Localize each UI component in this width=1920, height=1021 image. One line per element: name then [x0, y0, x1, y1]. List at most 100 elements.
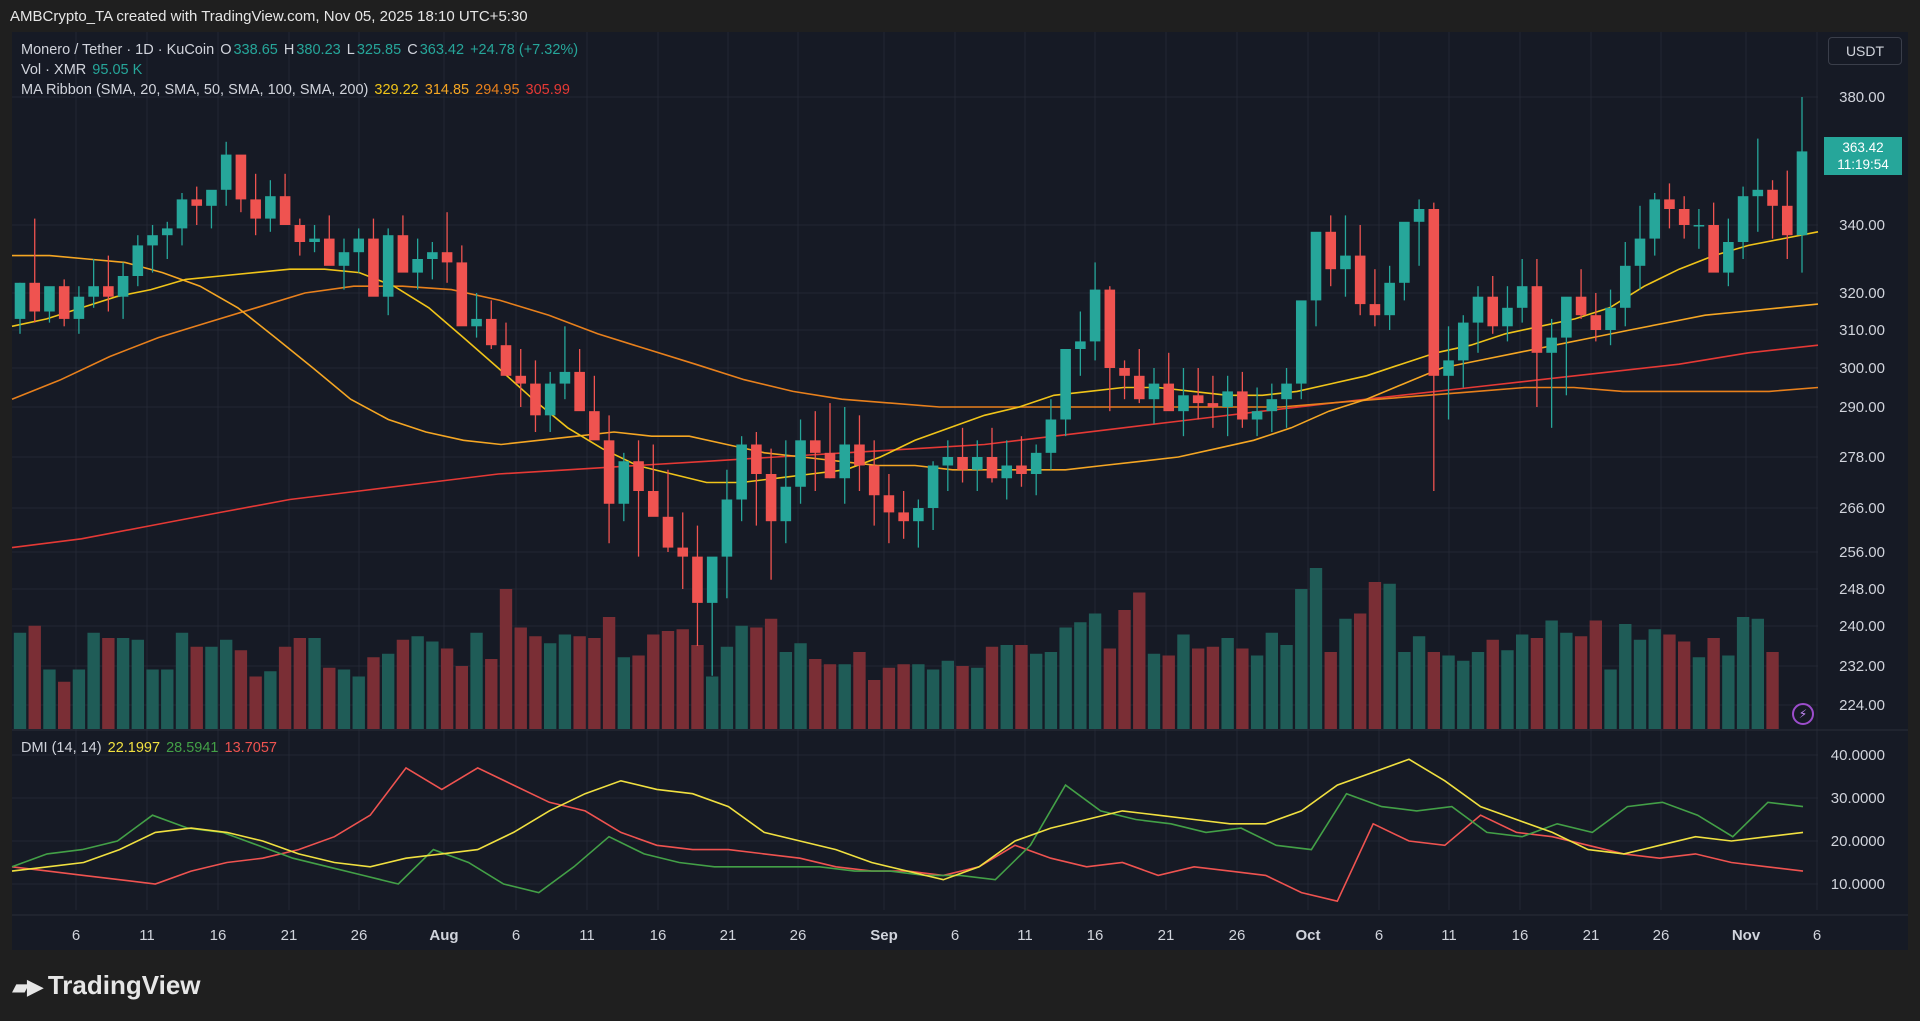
candle-body [1075, 341, 1086, 349]
time-axis-label: 21 [1583, 927, 1600, 944]
candle-body [14, 282, 26, 319]
chart-frame[interactable] [12, 32, 1908, 950]
volume-bar [1177, 634, 1190, 729]
ma-ribbon-legend[interactable]: MA Ribbon (SMA, 20, SMA, 50, SMA, 100, S… [21, 82, 572, 98]
ma200-value: 305.99 [525, 82, 570, 98]
volume-bar [352, 676, 365, 729]
candle-body [412, 259, 423, 273]
candle-body [957, 457, 968, 470]
price-axis-label: 232.00 [1839, 658, 1885, 675]
candle-body [1649, 199, 1661, 239]
volume-bar [205, 646, 218, 729]
candle-body [883, 495, 895, 513]
volume-bar [1471, 652, 1485, 729]
price-axis-label: 310.00 [1839, 322, 1885, 339]
dmi-label: DMI (14, 14) [21, 740, 102, 756]
time-axis-label: Aug [429, 927, 458, 944]
time-axis-label: Nov [1732, 927, 1761, 944]
candle-body [898, 512, 909, 522]
candle-body [161, 228, 173, 236]
candle-body [927, 465, 939, 508]
volume-bar [499, 589, 513, 729]
volume-bar [249, 676, 262, 729]
candle-body [530, 383, 541, 416]
candle-body [1222, 391, 1233, 407]
close-label: C [407, 42, 418, 58]
candle-body [647, 491, 659, 517]
dmi-legend[interactable]: DMI (14, 14) 22.1997 28.5941 13.7057 [21, 740, 279, 756]
volume-bar [985, 646, 999, 729]
dmi-axis-label: 40.0000 [1831, 747, 1885, 764]
tradingview-logo[interactable]: ▰▶ TradingView [12, 970, 201, 1001]
price-axis-label: 256.00 [1839, 544, 1885, 561]
volume-bar [558, 634, 572, 729]
volume-bar [1722, 655, 1735, 729]
volume-bar [470, 632, 483, 729]
time-axis-label: 11 [579, 927, 595, 944]
volume-bar [573, 636, 586, 729]
candle-body [1796, 151, 1808, 236]
volume-bar [1677, 641, 1691, 729]
volume-legend[interactable]: Vol · XMR 95.05 K [21, 62, 144, 78]
price-axis-label: 240.00 [1839, 618, 1885, 635]
volume-bar [1295, 589, 1308, 729]
lightning-icon[interactable]: ⚡ [1792, 703, 1814, 725]
volume-bar [1383, 583, 1396, 729]
candle-body [1178, 395, 1189, 412]
open-value: 338.65 [233, 42, 278, 58]
time-axis-label: Oct [1295, 927, 1320, 944]
volume-bar [308, 638, 321, 729]
volume-bar [529, 636, 542, 729]
candle-body [441, 252, 453, 263]
volume-bar [691, 645, 704, 729]
candle-body [117, 276, 129, 297]
volume-bar [971, 667, 984, 729]
volume-bar [1133, 592, 1146, 729]
volume-bar [337, 669, 351, 729]
ma100-line [11, 285, 1819, 408]
candle-body [1266, 399, 1278, 412]
candle-body [323, 238, 335, 266]
volume-bar [323, 667, 336, 729]
candle-body [603, 440, 615, 504]
candle-body [176, 199, 188, 229]
candle-body [824, 452, 836, 479]
volume-bar [190, 646, 203, 729]
time-axis-label: 6 [512, 927, 520, 944]
candle-body [1781, 205, 1793, 236]
candle-body [1767, 189, 1778, 206]
candle-body [1737, 196, 1749, 242]
volume-bar [1604, 669, 1617, 729]
candle-body [88, 286, 99, 297]
volume-bar [1221, 638, 1234, 729]
candle-body [1030, 452, 1042, 474]
price-axis-label: 278.00 [1839, 449, 1885, 466]
volume-bar [705, 676, 719, 729]
volume-bar [43, 669, 56, 729]
volume-bar [28, 625, 41, 729]
volume-bar [161, 669, 174, 729]
volume-bar [838, 664, 851, 729]
time-axis-label: 16 [1512, 927, 1529, 944]
candle-body [309, 238, 320, 242]
candle-body [795, 440, 806, 487]
volume-bar [912, 664, 925, 729]
candle-body [485, 318, 497, 346]
currency-selector[interactable]: USDT [1828, 37, 1902, 65]
volume-bar [750, 627, 763, 729]
volume-bar [264, 671, 277, 729]
volume-bar [602, 617, 616, 729]
volume-bar [1633, 639, 1647, 729]
volume-bar [1707, 638, 1720, 729]
dmi-axis-label: 30.0000 [1831, 790, 1885, 807]
candle-body [1752, 189, 1764, 197]
candle-body [206, 189, 217, 206]
candle-body [839, 444, 851, 479]
time-axis-label: 26 [1229, 927, 1246, 944]
candle-body [1192, 395, 1204, 404]
volume-bar [1015, 645, 1028, 729]
volume-bar [809, 659, 822, 729]
symbol-name[interactable]: Monero / Tether · 1D · KuCoin [21, 42, 215, 58]
candle-body [971, 457, 983, 470]
